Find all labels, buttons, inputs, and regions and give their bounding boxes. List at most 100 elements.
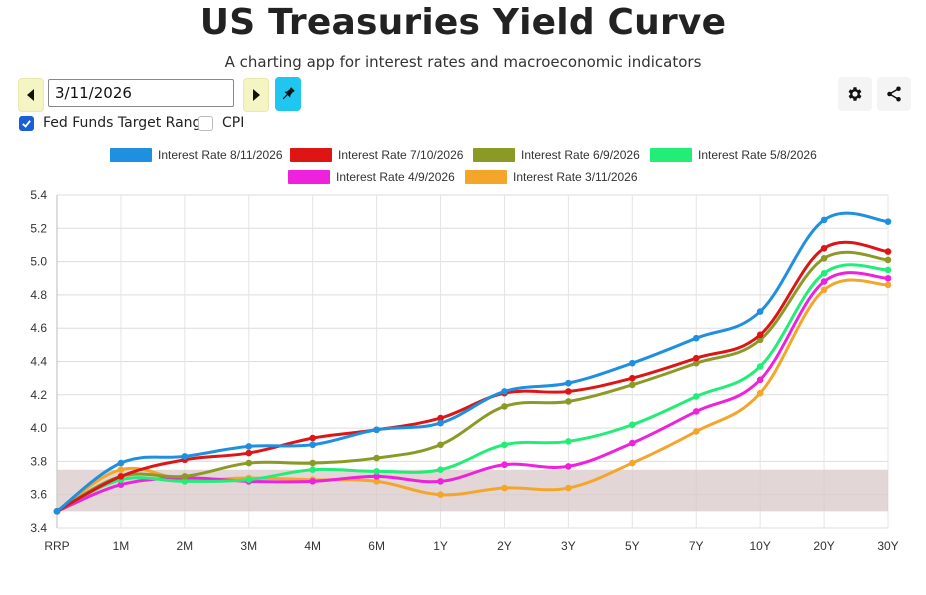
data-point[interactable] [820, 286, 828, 294]
data-point[interactable] [820, 244, 828, 252]
data-point[interactable] [884, 248, 892, 255]
data-point[interactable] [309, 459, 316, 467]
data-point[interactable] [437, 478, 444, 485]
data-point[interactable] [373, 478, 380, 485]
x-tick-label: 3Y [561, 539, 576, 553]
data-point[interactable] [565, 379, 572, 387]
data-point[interactable] [820, 254, 828, 262]
x-tick-label: 1Y [433, 539, 448, 553]
data-point[interactable] [309, 434, 316, 442]
data-point[interactable] [53, 508, 61, 515]
data-point[interactable] [565, 463, 572, 470]
data-point[interactable] [565, 388, 572, 395]
data-point[interactable] [884, 218, 892, 225]
data-point[interactable] [884, 281, 892, 289]
data-point[interactable] [756, 376, 764, 384]
data-point[interactable] [501, 441, 508, 449]
data-point[interactable] [245, 443, 253, 450]
data-point[interactable] [565, 438, 572, 445]
y-tick-label: 5.4 [30, 188, 47, 202]
data-point[interactable] [692, 393, 700, 400]
data-point[interactable] [820, 216, 828, 224]
data-point[interactable] [756, 331, 764, 339]
x-tick-label: 4M [304, 539, 321, 553]
data-point[interactable] [820, 278, 828, 285]
legend-swatch [288, 170, 330, 184]
y-tick-label: 3.8 [30, 454, 47, 468]
data-point[interactable] [629, 459, 636, 467]
next-date-button[interactable] [243, 78, 269, 112]
share-button[interactable] [877, 77, 911, 111]
legend-item[interactable]: Interest Rate 8/11/2026 [110, 148, 283, 162]
share-icon [887, 86, 901, 102]
data-point[interactable] [437, 419, 444, 427]
data-point[interactable] [501, 388, 508, 395]
data-point[interactable] [884, 274, 892, 282]
data-point[interactable] [437, 414, 444, 422]
data-point[interactable] [501, 403, 508, 410]
data-point[interactable] [309, 478, 316, 485]
data-point[interactable] [692, 334, 700, 342]
data-point[interactable] [245, 459, 253, 467]
data-point[interactable] [756, 308, 764, 315]
data-point[interactable] [629, 374, 636, 382]
data-point[interactable] [884, 266, 892, 274]
data-point[interactable] [820, 269, 828, 277]
data-point[interactable] [565, 484, 572, 492]
data-point[interactable] [692, 428, 700, 435]
cpi-toggle[interactable]: CPI [198, 115, 244, 131]
data-point[interactable] [245, 476, 253, 484]
date-input[interactable] [48, 79, 234, 107]
data-point[interactable] [117, 466, 125, 474]
legend-item[interactable]: Interest Rate 7/10/2026 [290, 148, 464, 162]
legend-item[interactable]: Interest Rate 6/9/2026 [473, 148, 640, 162]
data-point[interactable] [437, 466, 444, 474]
y-tick-label: 4.6 [30, 321, 47, 335]
fed-funds-label: Fed Funds Target Range [43, 115, 211, 131]
cpi-checkbox[interactable] [198, 115, 213, 131]
data-point[interactable] [373, 468, 380, 475]
settings-button[interactable] [838, 77, 872, 111]
fed-funds-checkbox[interactable] [19, 115, 34, 131]
y-axis: 3.4 3.6 3.8 4.0 4.2 4.4 4.6 4.8 5.0 5.2 5.4 [30, 188, 47, 535]
data-point[interactable] [629, 439, 636, 447]
data-point[interactable] [629, 381, 636, 389]
data-point[interactable] [309, 441, 316, 449]
data-point[interactable] [117, 459, 125, 467]
data-point[interactable] [756, 363, 764, 370]
legend-item[interactable]: Interest Rate 5/8/2026 [650, 148, 817, 162]
data-point[interactable] [884, 256, 892, 264]
data-point[interactable] [692, 354, 700, 362]
previous-date-button[interactable] [18, 78, 44, 112]
data-point[interactable] [181, 473, 189, 480]
legend-label: Interest Rate 4/9/2026 [336, 170, 455, 184]
legend-item[interactable]: Interest Rate 3/11/2026 [465, 170, 638, 184]
data-point[interactable] [692, 359, 700, 367]
data-point[interactable] [756, 389, 764, 397]
y-tick-label: 4.8 [30, 288, 47, 302]
data-point[interactable] [181, 453, 189, 460]
data-point[interactable] [309, 466, 316, 474]
data-point[interactable] [117, 473, 125, 480]
x-tick-label: 7Y [689, 539, 704, 553]
pin-button[interactable] [275, 77, 301, 111]
data-point[interactable] [437, 491, 444, 499]
legend-item[interactable]: Interest Rate 4/9/2026 [288, 170, 455, 184]
data-point[interactable] [373, 454, 380, 462]
data-point[interactable] [373, 426, 380, 434]
data-point[interactable] [756, 336, 764, 344]
data-point[interactable] [565, 398, 572, 405]
x-tick-label: 10Y [749, 539, 770, 553]
y-tick-label: 3.6 [30, 488, 47, 502]
data-point[interactable] [629, 359, 636, 367]
data-point[interactable] [181, 478, 189, 485]
data-point[interactable] [501, 484, 508, 492]
fed-funds-toggle[interactable]: Fed Funds Target Range [19, 115, 210, 131]
data-point[interactable] [245, 449, 253, 457]
data-point[interactable] [629, 421, 636, 429]
data-point[interactable] [692, 408, 700, 415]
data-point[interactable] [373, 473, 380, 480]
data-point[interactable] [437, 441, 444, 449]
data-point[interactable] [117, 481, 125, 489]
data-point[interactable] [501, 461, 508, 469]
